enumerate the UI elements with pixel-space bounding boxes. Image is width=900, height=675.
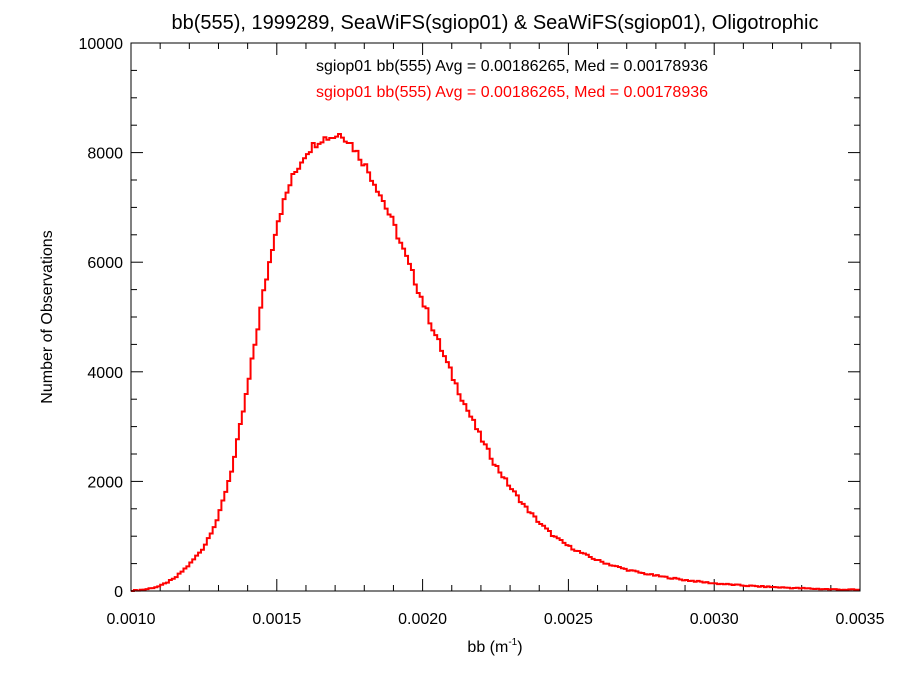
plot-frame (130, 42, 861, 592)
y-tick-label: 0 (114, 584, 123, 601)
x-tick-label: 0.0035 (836, 611, 885, 628)
y-tick-label: 10000 (79, 36, 124, 53)
y-tick-labels: 0 2000 4000 6000 8000 10000 (79, 36, 124, 601)
x-axis-label-sup: -1 (508, 637, 517, 648)
annotation-black: sgiop01 bb(555) Avg = 0.00186265, Med = … (316, 58, 708, 75)
x-tick-label: 0.0020 (398, 611, 447, 628)
x-axis-label-close: ) (517, 639, 522, 656)
y-tick-label: 8000 (87, 146, 123, 163)
y-tick-label: 4000 (87, 365, 123, 382)
y-axis-label: Number of Observations (39, 230, 56, 403)
y-tick-label: 2000 (87, 474, 123, 491)
x-tick-label: 0.0025 (544, 611, 593, 628)
x-axis-ticks (130, 43, 861, 591)
y-tick-label: 6000 (87, 255, 123, 272)
x-axis-label-base: bb (m (467, 639, 508, 656)
x-tick-label: 0.0015 (252, 611, 301, 628)
annotation-red: sgiop01 bb(555) Avg = 0.00186265, Med = … (316, 84, 708, 101)
x-axis-label: bb (m-1) (467, 637, 522, 656)
chart-title: bb(555), 1999289, SeaWiFS(sgiop01) & Sea… (172, 12, 819, 34)
x-tick-labels: 0.0010 0.0015 0.0020 0.0025 0.0030 0.0035 (107, 611, 885, 628)
x-tick-label: 0.0030 (690, 611, 739, 628)
y-axis-ticks (131, 42, 860, 592)
x-tick-label: 0.0010 (107, 611, 156, 628)
series-line (131, 133, 860, 592)
